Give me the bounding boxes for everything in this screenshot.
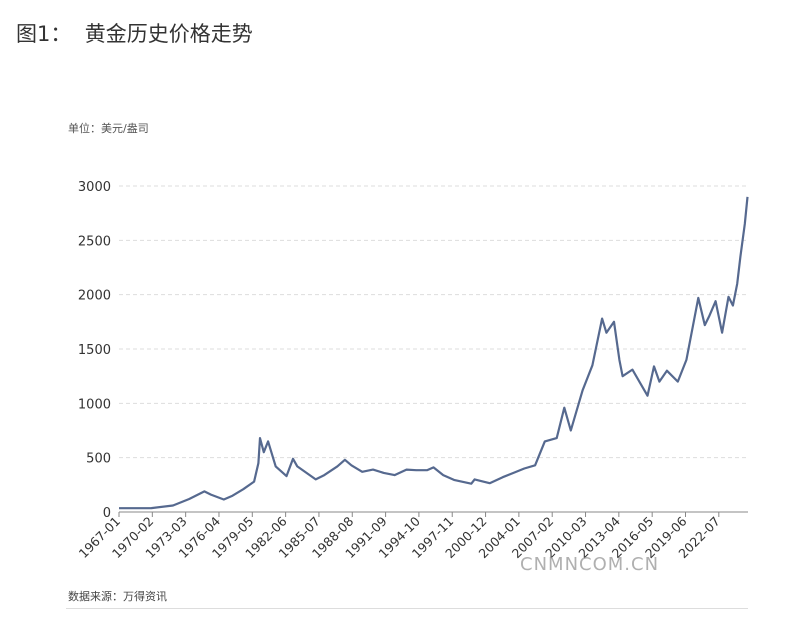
watermark: CNMNCOM.CN bbox=[520, 554, 660, 575]
y-tick-label: 0 bbox=[103, 506, 111, 521]
source-note: 数据来源：万得资讯 bbox=[68, 590, 167, 603]
unit-label: 单位：美元/盎司 bbox=[68, 122, 149, 135]
y-tick-label: 3000 bbox=[78, 180, 111, 195]
y-tick-label: 2500 bbox=[78, 234, 111, 249]
y-tick-label: 1500 bbox=[78, 343, 111, 358]
gold-price-line bbox=[118, 196, 749, 510]
divider bbox=[66, 608, 748, 609]
y-tick-label: 2000 bbox=[78, 289, 111, 304]
y-tick-label: 500 bbox=[86, 452, 111, 467]
y-tick-label: 1000 bbox=[78, 397, 111, 412]
chart-title: 图1： 黄金历史价格走势 bbox=[16, 22, 253, 46]
